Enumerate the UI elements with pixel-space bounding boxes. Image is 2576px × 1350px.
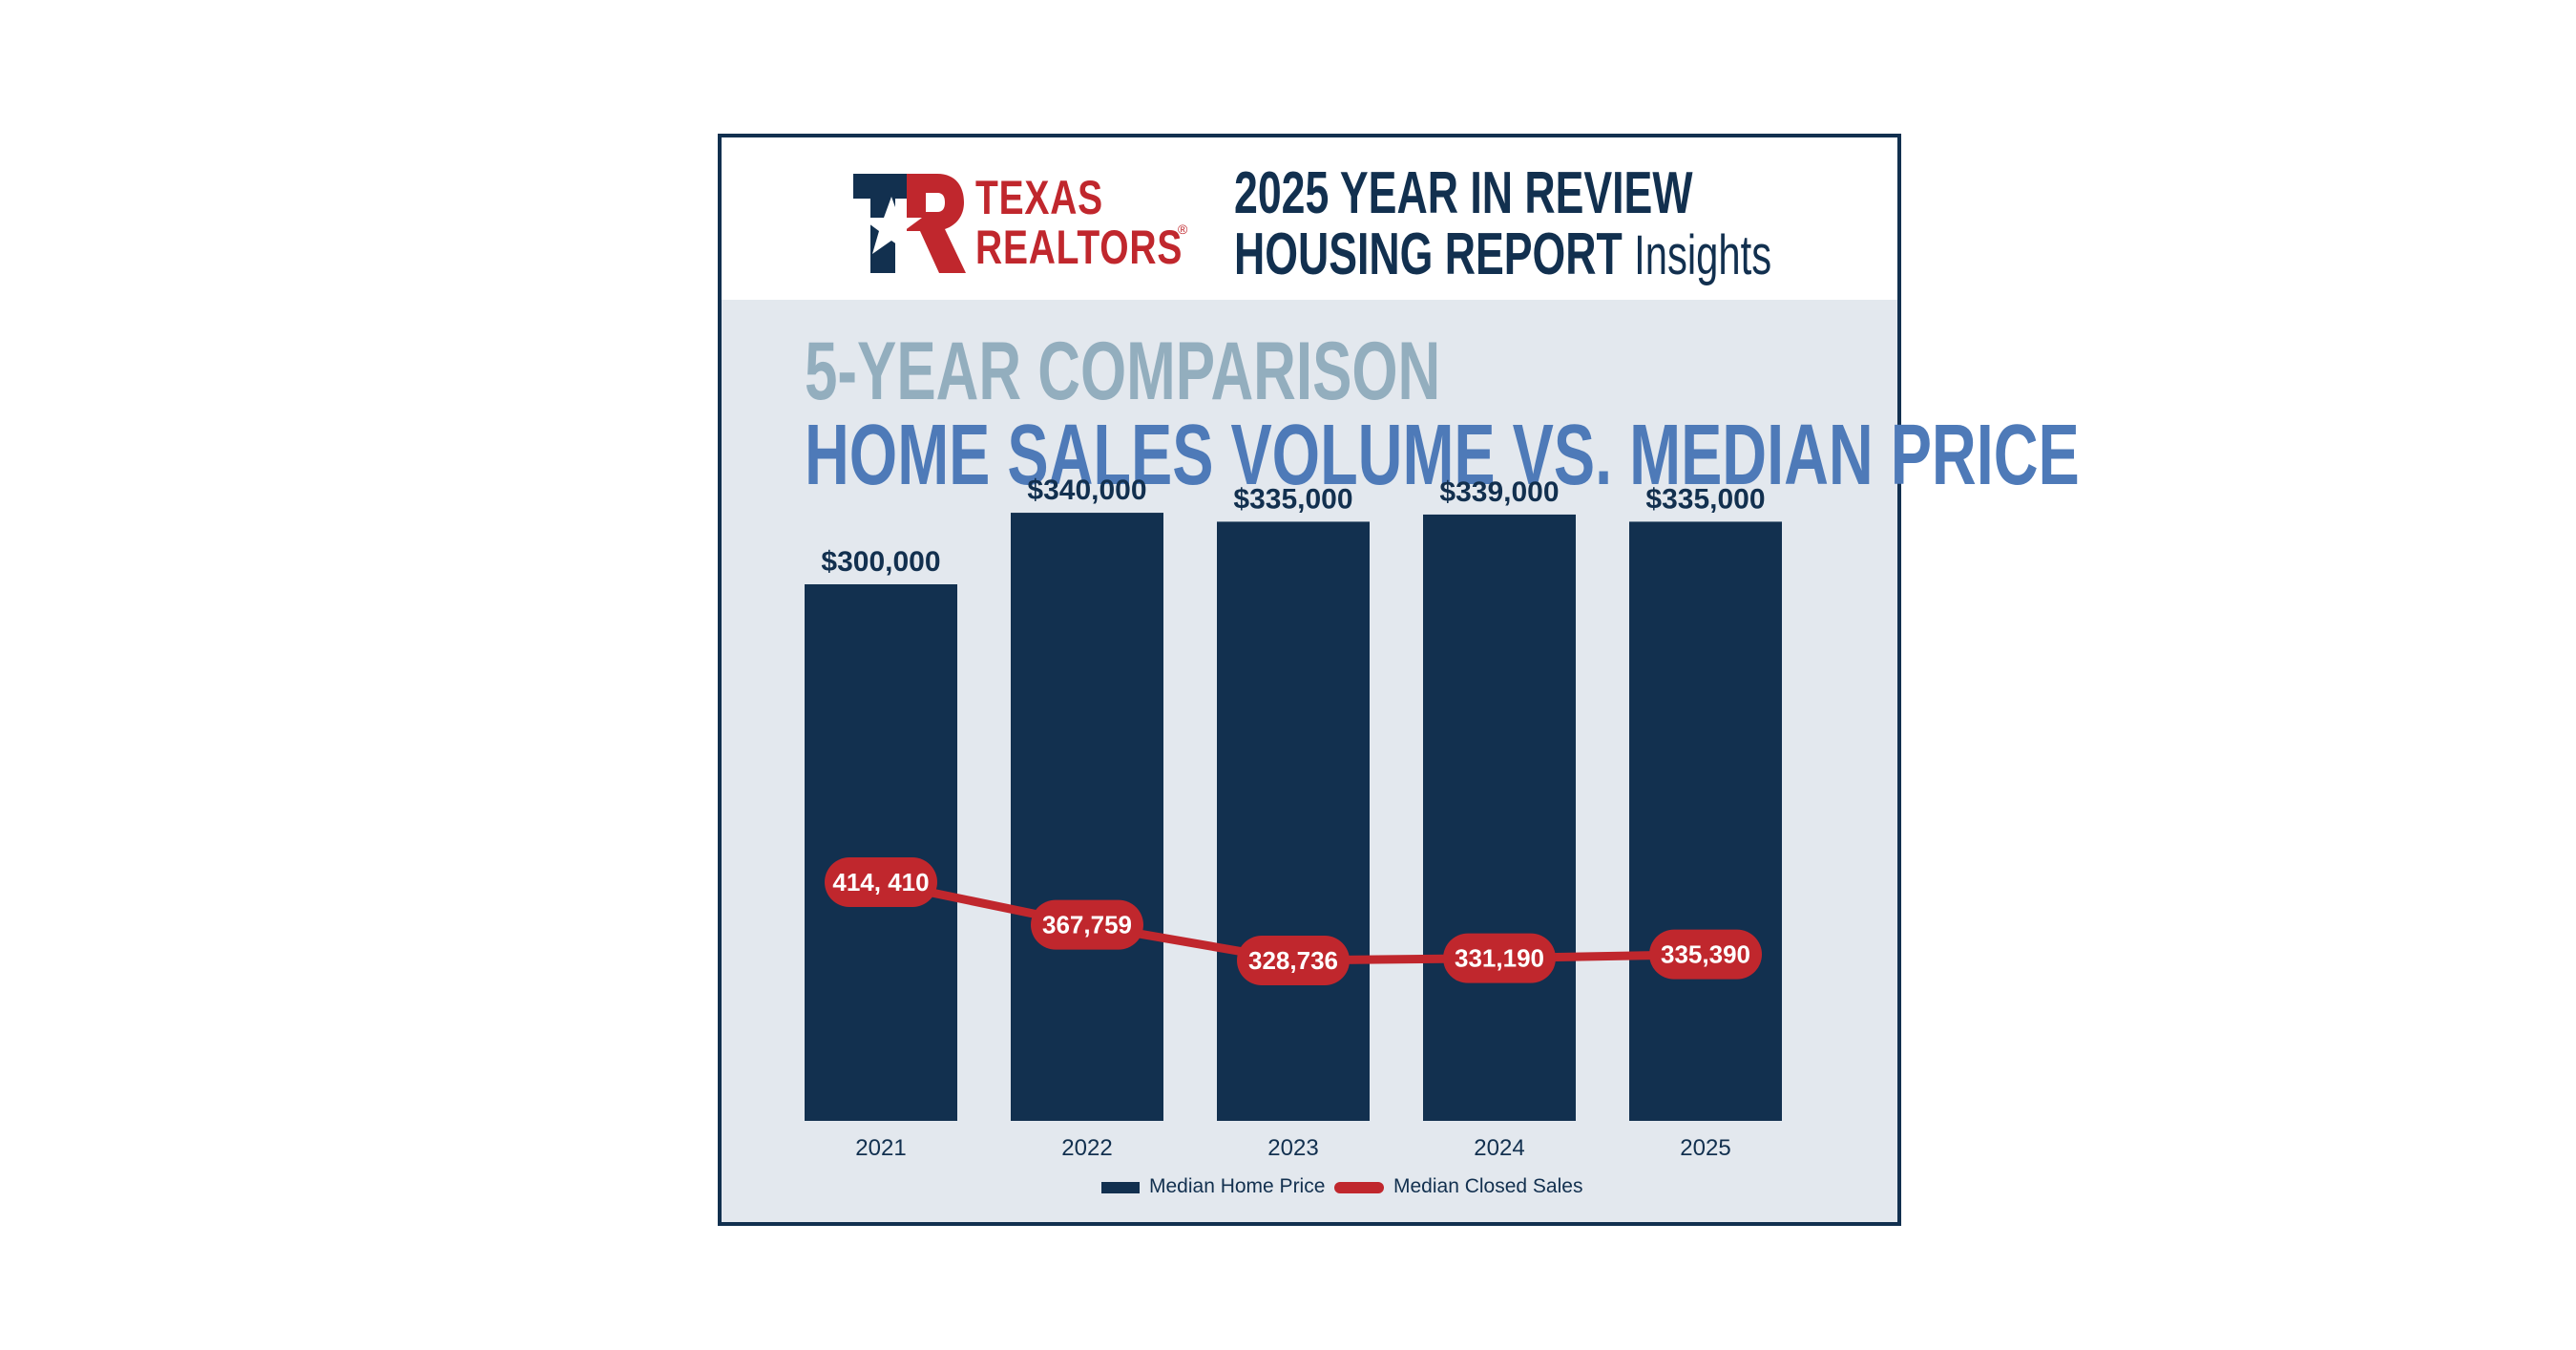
bar-2024 — [1423, 514, 1576, 1121]
bar-value-label: $335,000 — [1233, 483, 1352, 515]
bar-value-label: $340,000 — [1027, 475, 1146, 506]
logo-wordmark-line1: TEXAS — [975, 171, 1103, 224]
closed-sales-point — [1649, 929, 1762, 980]
chart-panel: 5-YEAR COMPARISON HOME SALES VOLUME VS. … — [722, 300, 2080, 1222]
bar-value-label: $339,000 — [1439, 476, 1559, 508]
closed-sales-point — [1237, 936, 1350, 985]
closed-sales-label: 335,390 — [1661, 940, 1750, 969]
texas-realtors-logo-icon — [853, 174, 966, 273]
x-tick-label: 2023 — [1267, 1135, 1318, 1161]
closed-sales-label: 331,190 — [1455, 944, 1544, 973]
closed-sales-label: 328,736 — [1248, 946, 1338, 975]
x-tick-label: 2024 — [1474, 1135, 1524, 1161]
legend-label-median-home-price: Median Home Price — [1149, 1175, 1325, 1197]
logo-wordmark-line2: REALTORS — [975, 221, 1183, 274]
x-tick-label: 2025 — [1680, 1135, 1730, 1161]
chart-area: $300,000 2021 $340,000 2022 $335,000 2023 $339… — [805, 475, 1782, 1197]
report-title-line2: HOUSING REPORT Insights — [1234, 225, 1771, 285]
bar-2023 — [1217, 521, 1370, 1121]
report-card: TEXAS REALTORS ® 2025 YEAR IN REVIEW HOU… — [718, 134, 2080, 1226]
report-header: TEXAS REALTORS ® 2025 YEAR IN REVIEW HOU… — [722, 137, 1897, 300]
logo-registered-mark: ® — [1178, 221, 1188, 237]
bar-value-label: $300,000 — [821, 546, 940, 578]
x-tick-label: 2021 — [855, 1135, 906, 1161]
closed-sales-point — [825, 857, 937, 907]
report-title-bold: HOUSING REPORT — [1234, 221, 1623, 287]
chart-title: HOME SALES VOLUME VS. MEDIAN PRICE — [805, 408, 2080, 503]
legend-swatch-median-home-price — [1101, 1182, 1140, 1193]
bar-value-label: $335,000 — [1645, 483, 1765, 515]
legend-swatch-median-closed-sales — [1334, 1182, 1384, 1193]
section-kicker: 5-YEAR COMPARISON — [805, 326, 1441, 417]
x-tick-label: 2022 — [1061, 1135, 1112, 1161]
closed-sales-point — [1443, 933, 1556, 983]
closed-sales-label: 414, 410 — [832, 868, 929, 896]
closed-sales-label: 367,759 — [1042, 911, 1132, 939]
report-title-insights: Insights — [1634, 224, 1772, 286]
legend-label-median-closed-sales: Median Closed Sales — [1393, 1175, 1582, 1197]
bar-2025 — [1629, 521, 1782, 1121]
bar-2021 — [805, 584, 957, 1121]
closed-sales-point — [1031, 899, 1143, 950]
bar-2022 — [1011, 513, 1163, 1121]
report-title-line1: 2025 YEAR IN REVIEW — [1234, 160, 1693, 226]
